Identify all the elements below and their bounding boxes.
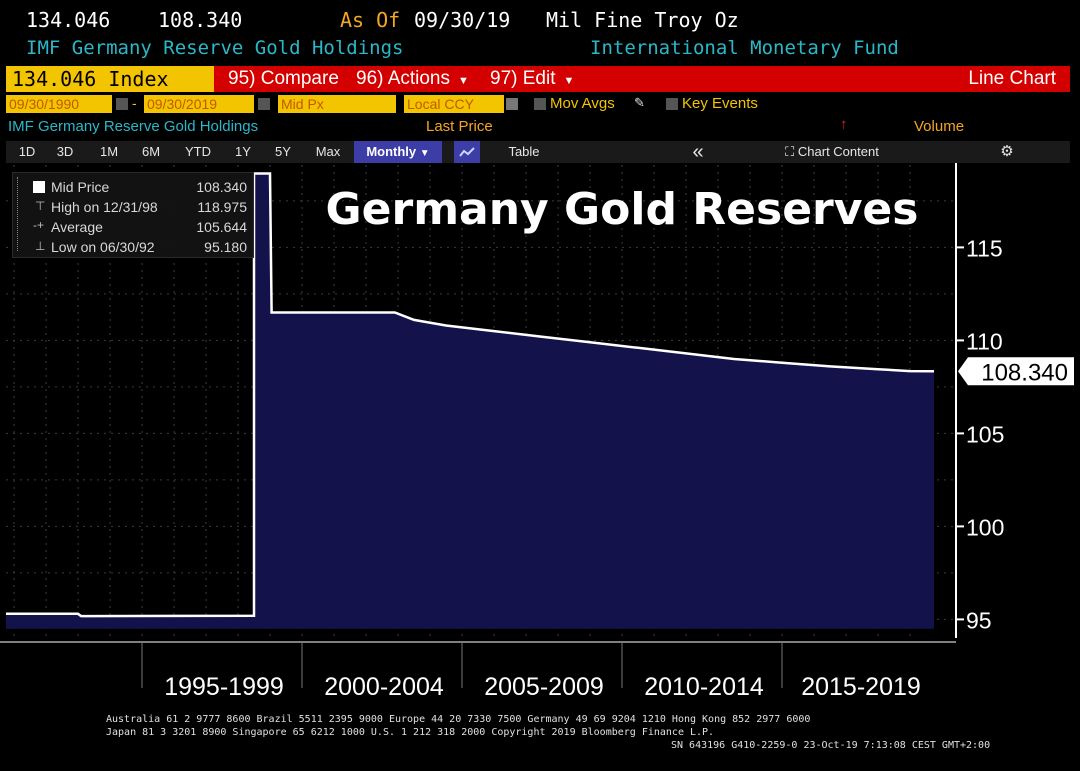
- chevron-down-icon: ▼: [419, 148, 430, 159]
- chart-title: Germany Gold Reserves: [326, 184, 919, 235]
- period-5y[interactable]: 5Y: [275, 144, 291, 159]
- calendar-icon[interactable]: [258, 98, 270, 110]
- legend-row: -+ Average 105.644: [13, 217, 253, 237]
- series-line: [6, 172, 935, 618]
- period-1m[interactable]: 1M: [99, 144, 119, 159]
- x-category-label: 2015-2019: [801, 673, 921, 701]
- y-tick-label: 110: [966, 328, 1003, 354]
- edit-button[interactable]: 97) Edit ▼: [484, 66, 580, 92]
- start-date-field[interactable]: 09/30/1990: [6, 95, 112, 113]
- legend-row: ⊤ High on 12/31/98 118.975: [13, 197, 253, 217]
- volume-label: Volume: [914, 118, 965, 135]
- legend-box: Mid Price 108.340 ⊤ High on 12/31/98 118…: [12, 172, 254, 258]
- chart-type-label[interactable]: Line Chart: [968, 68, 1056, 89]
- legend-label: Low on 06/30/92: [51, 239, 155, 255]
- as-of-date: 09/30/19: [414, 8, 511, 32]
- legend-row: Mid Price 108.340: [13, 177, 253, 197]
- mov-avgs-checkbox[interactable]: [534, 98, 546, 110]
- calendar-icon[interactable]: [116, 98, 128, 110]
- table-button[interactable]: Table: [508, 144, 540, 159]
- low-marker-icon: ⊥: [35, 239, 46, 253]
- period-6m[interactable]: 6M: [141, 144, 161, 159]
- field-row: 09/30/1990 - 09/30/2019 Mid Px Local CCY…: [6, 95, 1070, 113]
- footer-contacts-2: Japan 81 3 3201 8900 Singapore 65 6212 1…: [106, 727, 715, 738]
- date-separator: -: [132, 95, 137, 111]
- y-tick-label: 105: [966, 421, 1004, 447]
- key-events-label: Key Events: [682, 95, 758, 112]
- compare-button[interactable]: 95) Compare: [228, 68, 339, 89]
- last-value-label: 108.340: [981, 359, 1068, 386]
- currency-select[interactable]: Local CCY: [404, 95, 504, 113]
- frequency-label: Monthly: [366, 144, 417, 159]
- pencil-icon[interactable]: ✎: [634, 95, 645, 110]
- average-marker-icon: -+: [33, 218, 45, 232]
- unit-label: Mil Fine Troy Oz: [546, 8, 739, 32]
- last-value: 134.046: [26, 8, 111, 32]
- legend-value: 95.180: [204, 239, 247, 255]
- period-bar: 1D 3D 1M 6M YTD 1Y 5Y Max Monthly ▼ Tabl…: [6, 141, 1070, 163]
- end-date-field[interactable]: 09/30/2019: [144, 95, 254, 113]
- legend-label: High on 12/31/98: [51, 199, 158, 215]
- up-arrow-icon: ↑: [840, 116, 848, 133]
- key-events-checkbox[interactable]: [666, 98, 678, 110]
- dropdown-icon[interactable]: [506, 98, 518, 110]
- x-category-label: 2010-2014: [644, 673, 764, 701]
- legend-value: 105.644: [196, 219, 247, 235]
- function-toolbar: 134.046 Index 95) Compare 96) Actions ▼ 9…: [6, 66, 1070, 92]
- chart-content-icon: ⛶: [785, 144, 795, 159]
- chevron-down-icon: ▼: [563, 75, 575, 87]
- legend-swatch-icon: [33, 181, 45, 193]
- x-category-label: 2005-2009: [484, 673, 604, 701]
- as-of-label: As Of: [340, 8, 401, 32]
- series-title: IMF Germany Reserve Gold Holdings: [26, 37, 404, 59]
- high-marker-icon: ⊤: [35, 199, 46, 213]
- mid-value: 108.340: [158, 8, 243, 32]
- period-1y[interactable]: 1Y: [235, 144, 251, 159]
- footer-timestamp: SN 643196 G410-2259-0 23-Oct-19 7:13:08 …: [671, 740, 991, 751]
- chart-content-label: Chart Content: [797, 144, 879, 159]
- footer-contacts: Australia 61 2 9777 8600 Brazil 5511 239…: [106, 714, 811, 725]
- chevron-down-icon: ▼: [458, 75, 469, 87]
- legend-handle-icon[interactable]: [17, 177, 24, 251]
- chart-area: 95 100 105 110 115 1995-1999 2000-2004 2005-200…: [0, 163, 1074, 701]
- legend-label: Mid Price: [51, 179, 110, 195]
- chart-style-icon[interactable]: [454, 141, 480, 163]
- y-tick-label: 100: [966, 514, 1004, 540]
- last-price-label: Last Price: [426, 118, 493, 135]
- mov-avgs-label: Mov Avgs: [550, 95, 615, 112]
- period-3d[interactable]: 3D: [56, 144, 74, 159]
- collapse-icon[interactable]: «: [692, 141, 704, 163]
- legend-label: Average: [51, 219, 103, 235]
- legend-value: 108.340: [196, 179, 247, 195]
- price-field-select[interactable]: Mid Px: [278, 95, 396, 113]
- frequency-select[interactable]: Monthly ▼: [354, 141, 442, 163]
- y-tick-label: 115: [966, 235, 1003, 261]
- last-value-marker: [958, 357, 1074, 386]
- actions-button[interactable]: 96) Actions ▼: [350, 66, 482, 92]
- edit-label: 97) Edit: [490, 68, 556, 89]
- y-tick-label: 95: [966, 607, 992, 633]
- source-label: International Monetary Fund: [590, 37, 899, 59]
- period-1d[interactable]: 1D: [18, 144, 36, 159]
- x-category-label: 1995-1999: [164, 673, 284, 701]
- actions-label: 96) Actions: [356, 68, 450, 89]
- gear-icon[interactable]: ⚙: [1000, 143, 1014, 160]
- legend-row: ⊥ Low on 06/30/92 95.180: [13, 237, 253, 257]
- period-ytd[interactable]: YTD: [185, 144, 211, 159]
- series-area-fill: [6, 173, 934, 629]
- series-name-label: IMF Germany Reserve Gold Holdings: [8, 118, 259, 135]
- x-category-label: 2000-2004: [324, 673, 444, 701]
- ticker-field[interactable]: 134.046 Index: [6, 66, 214, 92]
- period-max[interactable]: Max: [315, 144, 341, 159]
- legend-value: 118.975: [197, 199, 247, 215]
- chart-content-button[interactable]: ⛶ Chart Content: [762, 141, 902, 163]
